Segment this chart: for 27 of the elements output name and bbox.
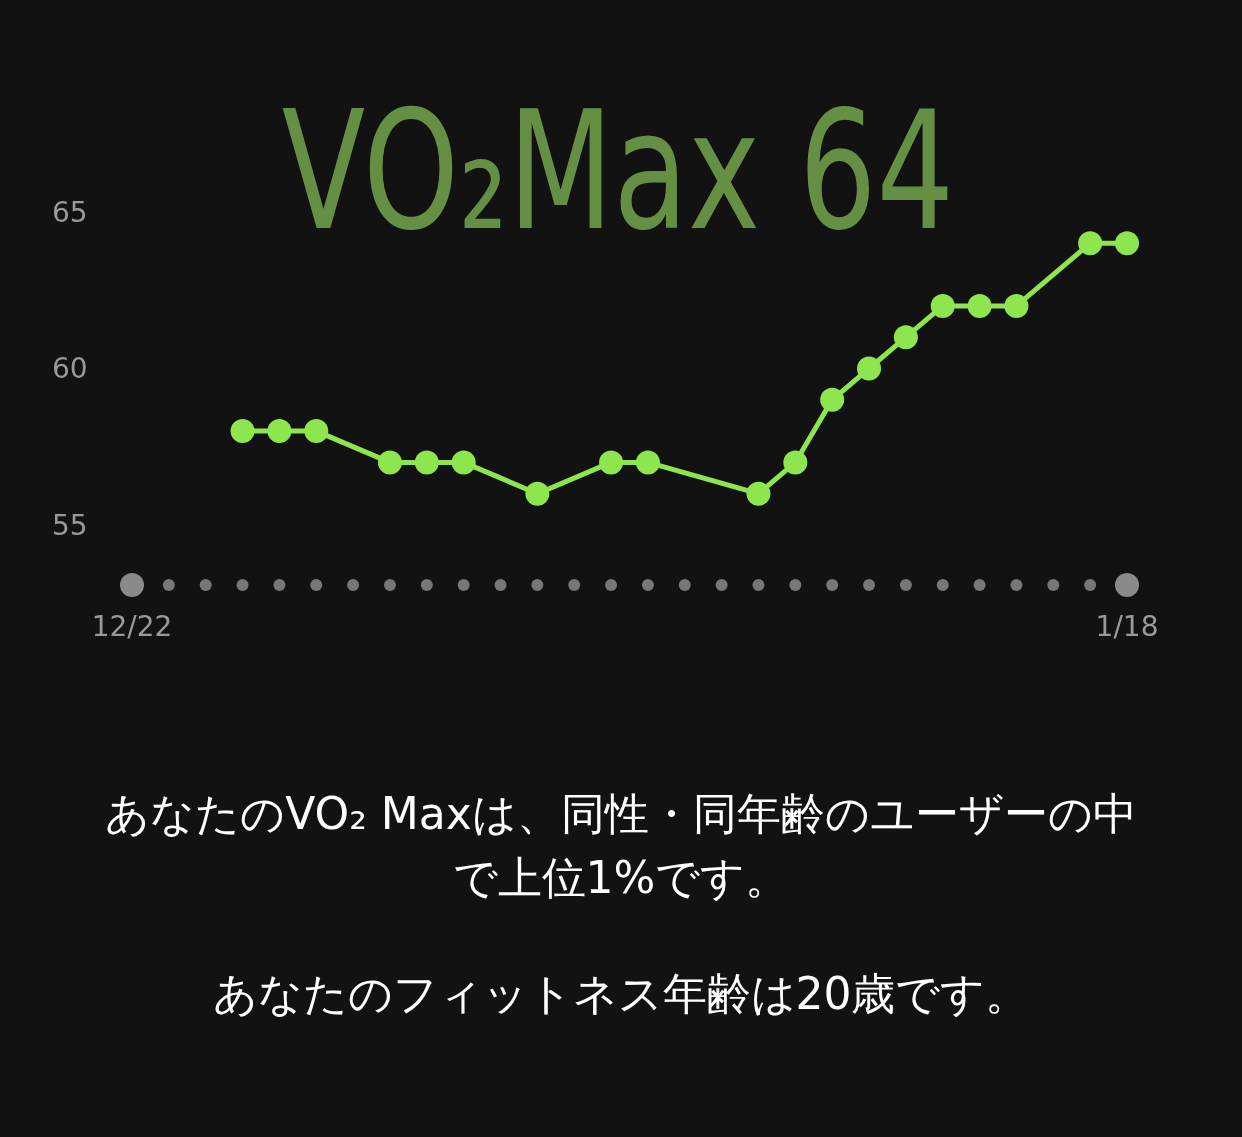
y-tick-label: 60 <box>52 352 88 385</box>
y-tick-label: 55 <box>52 508 88 542</box>
point <box>414 450 439 475</box>
chart-title: VO₂Max 64 <box>281 74 955 267</box>
point <box>304 419 329 444</box>
point <box>967 293 992 318</box>
point <box>893 325 918 350</box>
point <box>451 450 476 475</box>
point <box>783 450 808 475</box>
point <box>1078 231 1103 256</box>
text: あなたのフィットネス年齢は20歳です。 <box>211 967 1031 1021</box>
point <box>820 387 845 412</box>
x-tick-label: 1/18 <box>1095 609 1159 643</box>
point <box>635 450 660 475</box>
point <box>857 356 882 381</box>
point <box>377 450 402 475</box>
point <box>599 450 624 475</box>
x-tick-label: 12/22 <box>91 609 173 643</box>
y-tick-label: 65 <box>52 195 88 229</box>
point <box>746 481 771 506</box>
point <box>230 419 255 444</box>
point <box>525 481 550 506</box>
point <box>1115 231 1139 256</box>
text: あなたのVO₂ Maxは、同性・同年齢のユーザーの中で上位1%です。 <box>104 787 1138 905</box>
point <box>930 293 955 318</box>
point <box>1004 293 1029 318</box>
point <box>267 419 292 444</box>
